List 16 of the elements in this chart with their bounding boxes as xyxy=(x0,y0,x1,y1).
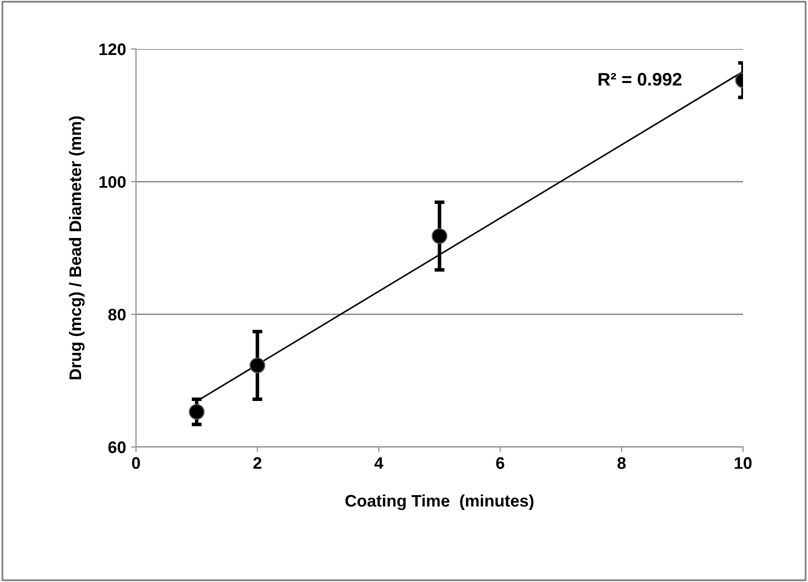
y-tick-label: 60 xyxy=(108,441,126,454)
annotation: R² = 0.992 xyxy=(598,72,682,86)
y-axis-title: Drug (mcg) / Bead Diameter (mm) xyxy=(68,116,85,380)
x-tick-label: 4 xyxy=(374,457,384,469)
point xyxy=(432,228,448,244)
y-tick-label: 100 xyxy=(100,176,126,188)
point xyxy=(250,358,266,374)
x-tick-label: 2 xyxy=(253,457,262,469)
x-tick-label: 6 xyxy=(496,457,504,469)
x-axis-title: Coating Time (minutes) xyxy=(345,494,534,510)
x-tick-label: 8 xyxy=(617,457,626,469)
y-tick-label: 80 xyxy=(108,308,126,321)
x-tick-label: 10 xyxy=(734,457,752,469)
y-tick-label: 120 xyxy=(100,43,126,56)
x-tick-label: 0 xyxy=(132,457,140,469)
point xyxy=(188,404,205,420)
